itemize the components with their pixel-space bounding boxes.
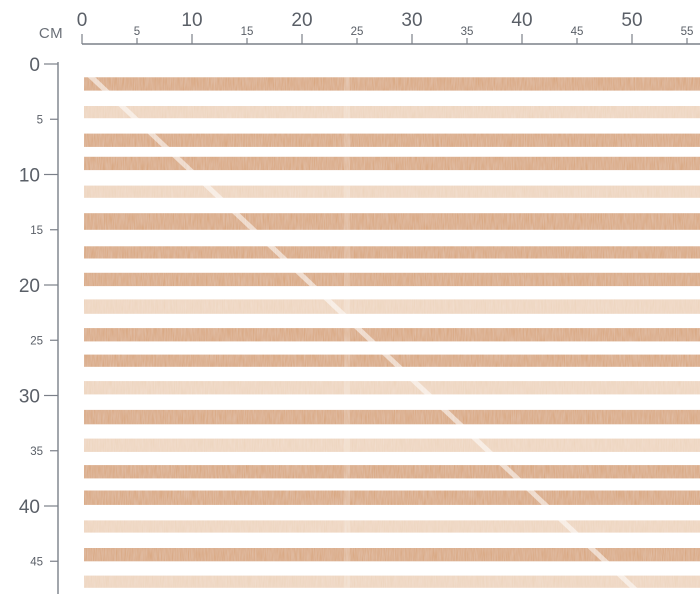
stripe-seam — [344, 213, 350, 230]
stripe-seam — [344, 575, 350, 588]
stripe-seam — [344, 490, 350, 505]
stripe-seam — [344, 548, 350, 562]
ruler-v-label: 15 — [30, 225, 43, 237]
fabric-stripe — [84, 548, 700, 562]
fabric-stripe — [84, 185, 700, 198]
ruler-v-label: 25 — [30, 335, 43, 347]
stripe-seam — [344, 354, 350, 367]
ruler-v-label: 45 — [30, 556, 43, 568]
ruler-v-label: 40 — [19, 497, 40, 518]
stripe-seam — [344, 185, 350, 198]
ruler-h-label: 55 — [681, 26, 694, 38]
fabric-stripe — [84, 575, 700, 588]
fabric-stripe — [84, 409, 700, 425]
fabric-stripe — [84, 213, 700, 230]
fabric-stripe — [84, 106, 700, 119]
ruler-h-label: 45 — [571, 26, 584, 38]
fabric-stripe — [84, 246, 700, 259]
ruler-h-label: 40 — [511, 10, 532, 31]
ruler-h-label: 15 — [241, 26, 254, 38]
fabric-stripe — [84, 299, 700, 314]
stripe-seam — [344, 133, 350, 147]
fabric-stripe — [84, 520, 700, 533]
ruler-v-label: 0 — [29, 55, 40, 76]
ruler-h-label: 25 — [351, 26, 364, 38]
stripe-seam — [344, 381, 350, 395]
ruler-v-label: 10 — [19, 166, 40, 187]
horizontal-ruler: CM 0 5 10 15 20 25 30 35 40 45 50 55 — [39, 10, 700, 45]
fabric-stripe — [84, 381, 700, 395]
fabric-stripe — [84, 156, 700, 171]
stripe-seam — [344, 156, 350, 171]
stripe-seam — [344, 409, 350, 425]
ruler-h-label: 30 — [401, 10, 422, 31]
stripe-seam — [344, 438, 350, 452]
fabric-sheen — [84, 70, 642, 594]
unit-label: CM — [39, 25, 63, 42]
ruler-h-label: 20 — [291, 10, 312, 31]
stripe-seam — [344, 246, 350, 259]
fabric-stripe — [84, 465, 700, 479]
stripe-seam — [344, 77, 350, 91]
ruler-h-label: 0 — [77, 10, 88, 31]
fabric-stripe — [84, 328, 700, 342]
fabric-stripe — [84, 77, 700, 91]
fabric-stripe — [84, 438, 700, 452]
vertical-ruler: 0 5 10 15 20 25 30 35 40 45 — [19, 55, 59, 594]
stripe-seam — [344, 106, 350, 119]
fabric-stripe — [84, 272, 700, 287]
stripe-seam — [344, 299, 350, 314]
stripe-seam — [344, 328, 350, 342]
ruler-h-label: 50 — [621, 10, 642, 31]
stripe-seam — [344, 520, 350, 533]
ruler-h-label: 5 — [134, 26, 140, 38]
stripe-seam — [344, 465, 350, 479]
fabric-stripe — [84, 133, 700, 147]
ruler-v-label: 30 — [19, 387, 40, 408]
ruler-v-label: 5 — [37, 114, 43, 126]
ruler-h-label: 10 — [181, 10, 202, 31]
ruler-v-label: 35 — [30, 446, 43, 458]
stripe-seam — [344, 272, 350, 287]
fabric-stripe — [84, 490, 700, 505]
ruler-h-label: 35 — [461, 26, 474, 38]
ruler-v-label: 20 — [19, 276, 40, 297]
